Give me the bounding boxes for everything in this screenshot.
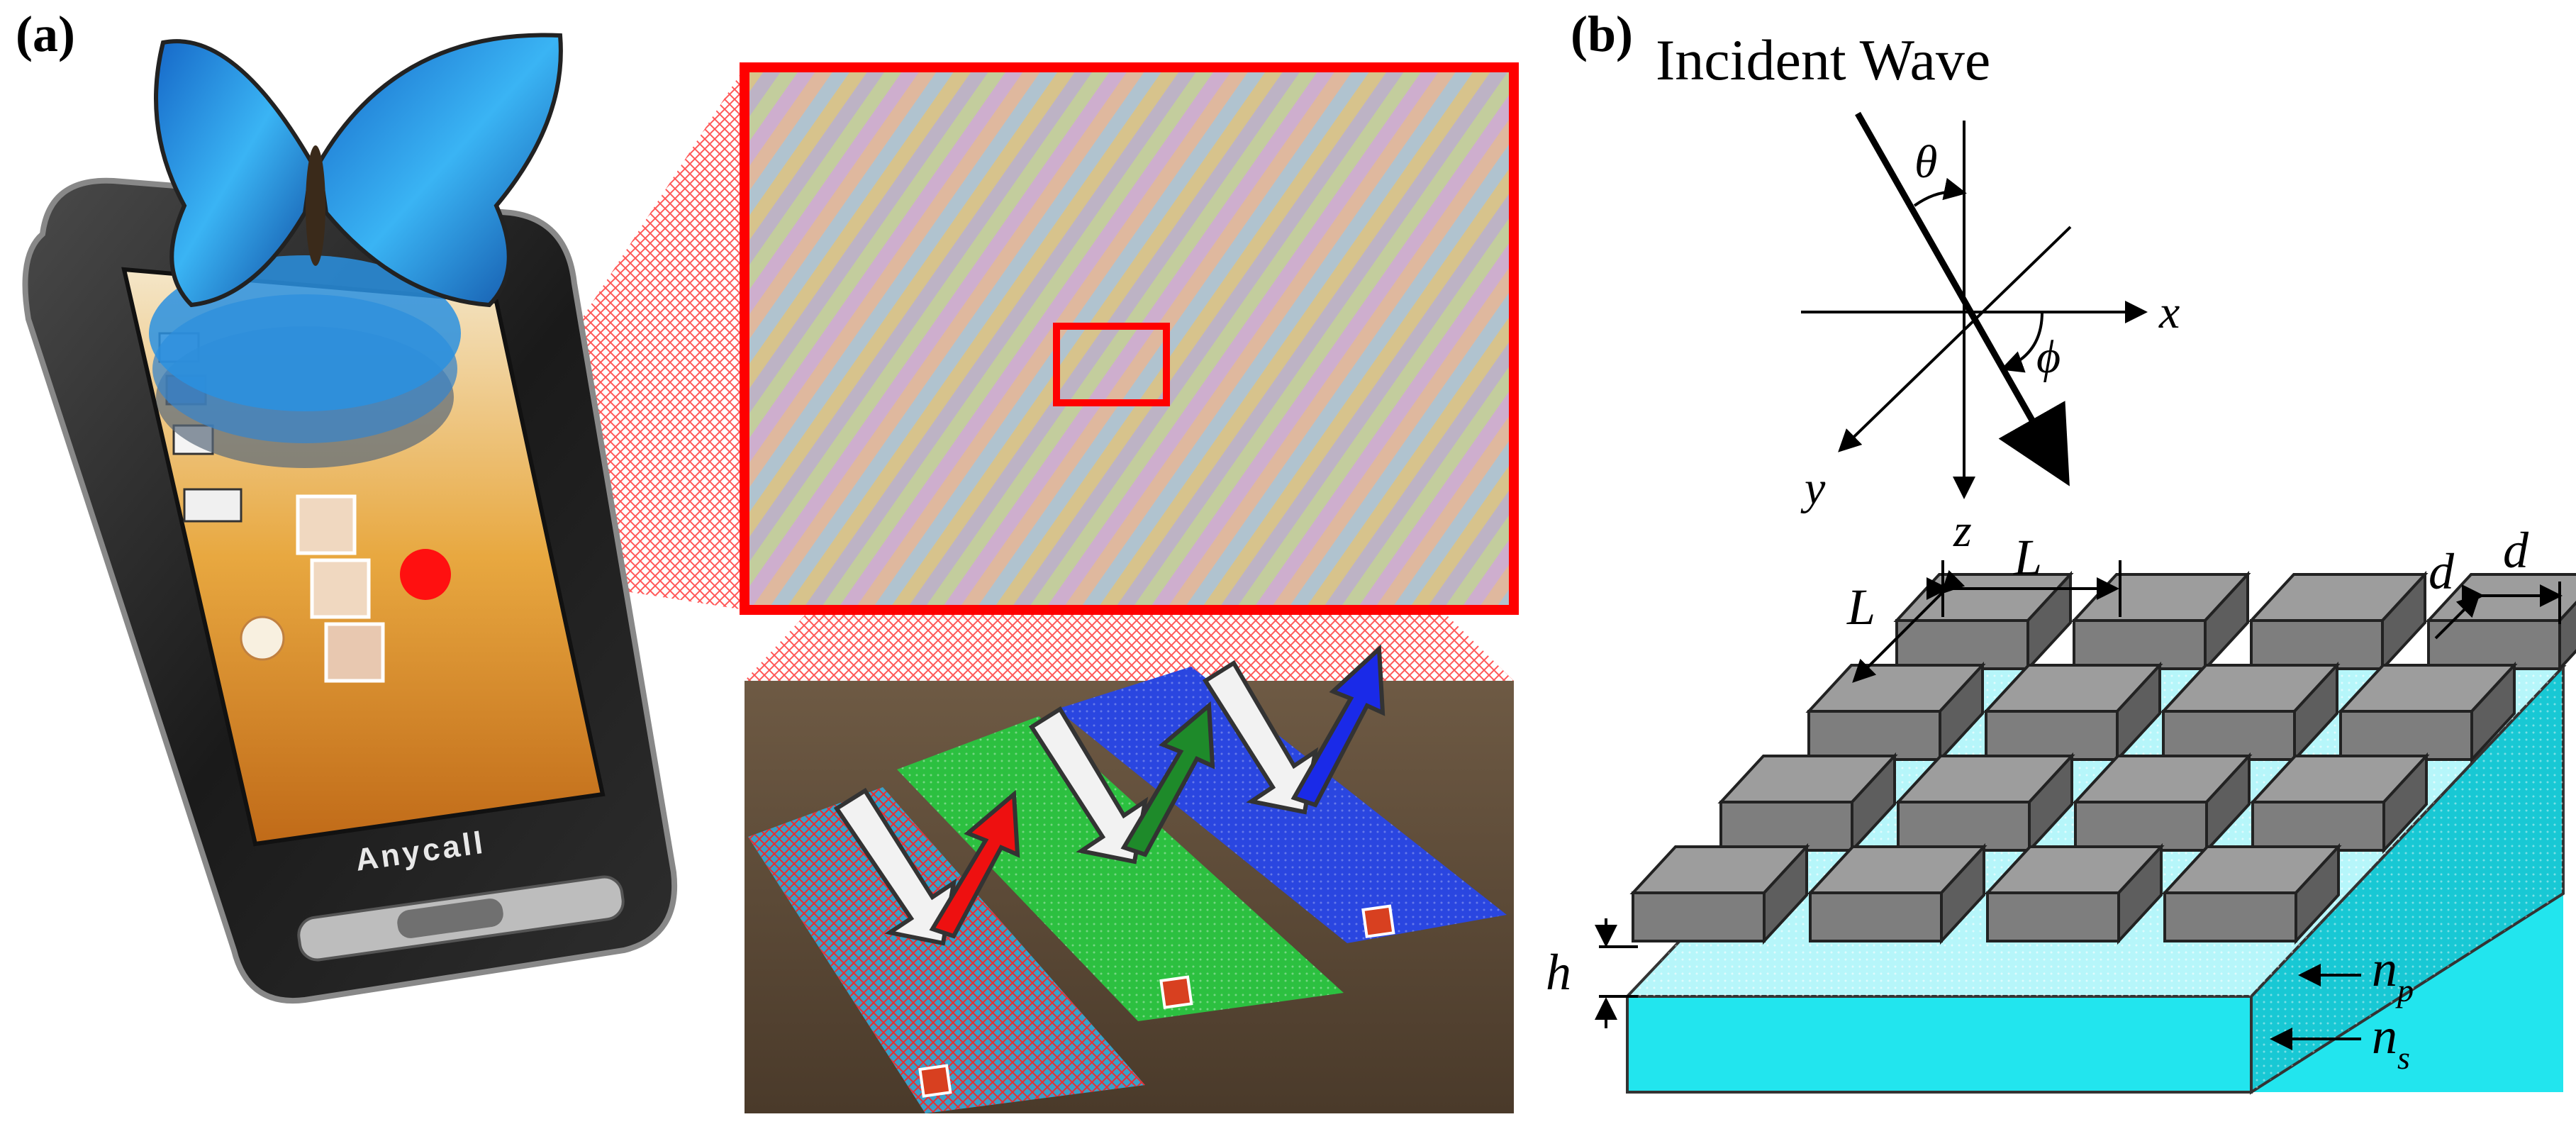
theta-arc [1913,177,1967,207]
substrate-index-label: ns [2372,1008,2410,1076]
incident-wave-ray [1855,111,2070,486]
pillar-4-3 [1984,842,2165,945]
pillar-2-3 [2160,661,2341,764]
period-L-diagonal [1852,569,1966,683]
ns-sub: s [2397,1040,2410,1076]
pillar-3-4 [2249,752,2430,855]
sample-location-dot [400,549,451,600]
np-sub: p [2395,972,2414,1008]
z-label: z [1953,505,1972,557]
panel-a-label: (a) [16,6,75,62]
width-d-right-label: d [2503,522,2529,579]
reflected-arrow-blue [1290,644,1385,808]
pillar-3-1 [1717,752,1898,855]
zoom-region-box [1053,323,1170,406]
pillar-4-2 [1807,842,1987,945]
height-h-label: h [1546,944,1571,1001]
magnified-surface-image [740,62,1519,615]
ns-base: n [2372,1008,2397,1064]
x-label: x [2158,287,2180,338]
y-axis [1838,226,2072,452]
dimension-annotations [1595,560,2563,1050]
np-base: n [2372,940,2397,997]
pillar-3-2 [1895,752,2075,855]
width-d-left-label: d [2429,543,2455,600]
reflected-arrow-red [929,789,1020,939]
incident-wave-title: Incident Wave [1656,28,1990,92]
panel-b: (b) Incident Wave θ ϕ x y z [1546,6,2576,1095]
rgb-pixel-render [745,644,1514,1113]
pillar-3-3 [2072,752,2253,855]
theta-label: θ [1914,136,1937,188]
pillar-2-4 [2337,661,2518,764]
period-L-diagonal-label: L [1846,579,1875,635]
panel-b-label: (b) [1571,6,1633,62]
pillar-2-2 [1983,661,2163,764]
pillar-index-label: np [2372,940,2414,1008]
phi-arc [2000,311,2043,373]
pillar-4-4 [2161,842,2342,945]
phi-label: ϕ [2036,331,2061,383]
reflected-arrow-green [1120,701,1215,857]
pillar-1-3 [2248,570,2429,673]
butterfly-icon [149,33,563,468]
coordinate-axes [1801,111,2148,499]
panel-a: (a) Anycall [16,6,1519,1113]
period-L-horizontal-label: L [2013,529,2042,586]
pillar-4-1 [1629,842,1810,945]
y-label: y [1800,462,1826,514]
